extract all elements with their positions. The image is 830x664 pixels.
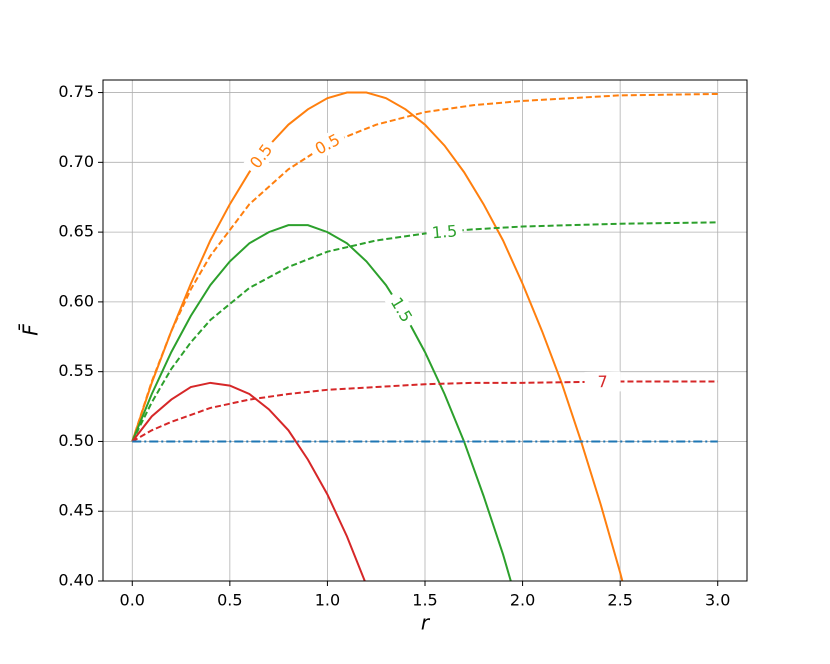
inline-label-bg [242, 135, 280, 177]
inline-label-text: 1.5 [431, 221, 458, 242]
y-tick-label: 0.60 [58, 291, 94, 310]
inline-label: 1.5 [425, 220, 464, 244]
plot-lines [131, 91, 718, 581]
x-tick-label: 2.5 [607, 591, 632, 610]
inline-label: 1.5 [383, 289, 420, 331]
inline-label-text: 7 [597, 372, 607, 391]
y-tick-label: 0.70 [58, 152, 94, 171]
x-axis-label: r [421, 611, 431, 635]
y-tick-label: 0.65 [58, 222, 94, 241]
inline-label-bg [306, 127, 349, 162]
y-tick-label: 0.55 [58, 361, 94, 380]
inline-label-bg [383, 289, 420, 331]
x-tick-label: 2.0 [510, 591, 535, 610]
y-tick-label: 0.50 [58, 431, 94, 450]
axes: 0.0 0.5 1.0 1.5 2.0 2.5 3.0 0.40 0.45 0.50 0.55 0.6… [58, 82, 730, 609]
series-line [131, 221, 718, 442]
inline-label: 7 [584, 371, 621, 392]
inline-label: 0.5 [242, 135, 280, 177]
y-tick-label: 0.45 [58, 501, 94, 520]
x-tick-label: 0.0 [120, 591, 145, 610]
y-tick-label: 0.75 [58, 82, 94, 101]
x-tick-label: 0.5 [217, 591, 242, 610]
series-line [131, 92, 718, 442]
inline-labels: 0.5 0.51.51.57 [242, 127, 621, 392]
x-tick-label: 1.0 [315, 591, 340, 610]
inline-label-bg [584, 371, 621, 392]
series-line [131, 381, 366, 581]
x-tick-label: 1.5 [412, 591, 437, 610]
series-line [131, 91, 624, 581]
series-line [131, 224, 512, 581]
x-tick-label: 3.0 [705, 591, 730, 610]
y-axis-label: F̄ [18, 324, 43, 336]
grid [103, 80, 747, 582]
y-tick-label: 0.40 [58, 571, 94, 590]
inline-label-bg [425, 220, 464, 244]
series-line [131, 380, 718, 443]
